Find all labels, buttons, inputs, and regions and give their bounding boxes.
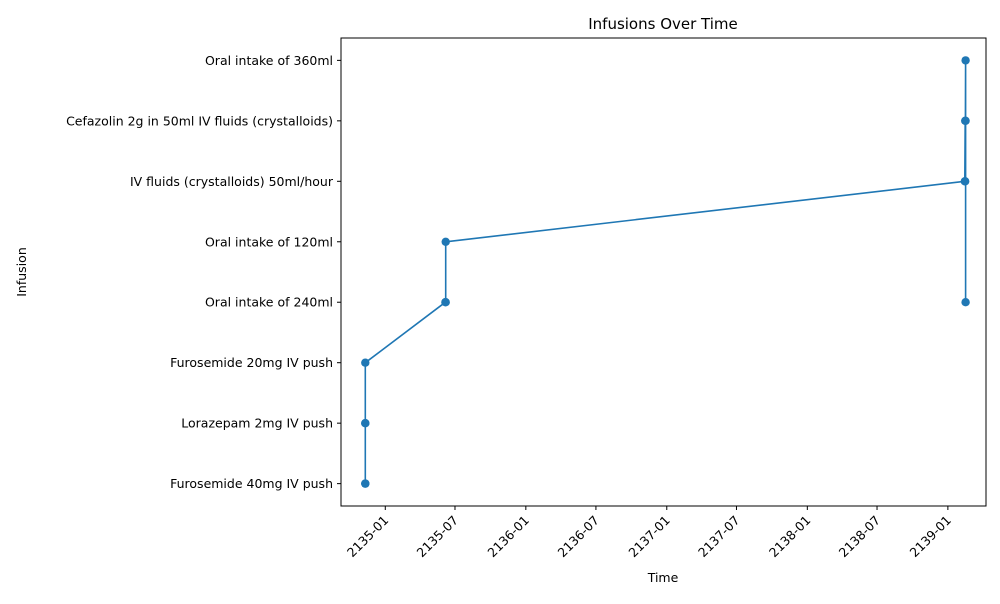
series-line — [364, 59, 967, 484]
y-tick-label: Oral intake of 240ml — [205, 295, 333, 310]
data-point — [441, 298, 450, 307]
data-point — [361, 419, 370, 428]
data-point — [361, 479, 370, 488]
y-tick-label: Furosemide 20mg IV push — [170, 355, 333, 370]
data-point — [961, 116, 970, 126]
data-point — [361, 358, 370, 367]
data-point — [961, 298, 970, 307]
data-point — [961, 177, 970, 186]
y-tick-label: Cefazolin 2g in 50ml IV fluids (crystall… — [66, 113, 333, 128]
y-tick-label: Oral intake of 120ml — [205, 234, 333, 249]
y-axis-label: Infusion — [14, 247, 29, 297]
y-tick-label: Oral intake of 360ml — [205, 53, 333, 68]
y-tick-label: IV fluids (crystalloids) 50ml/hour — [130, 174, 334, 189]
data-point — [961, 56, 970, 65]
chart-title: Infusions Over Time — [588, 15, 738, 33]
plot-frame — [340, 37, 987, 507]
y-tick-label: Lorazepam 2mg IV push — [181, 416, 333, 431]
x-axis-label: Time — [647, 570, 679, 585]
y-tick-label: Furosemide 40mg IV push — [170, 476, 333, 491]
data-point — [441, 237, 450, 246]
